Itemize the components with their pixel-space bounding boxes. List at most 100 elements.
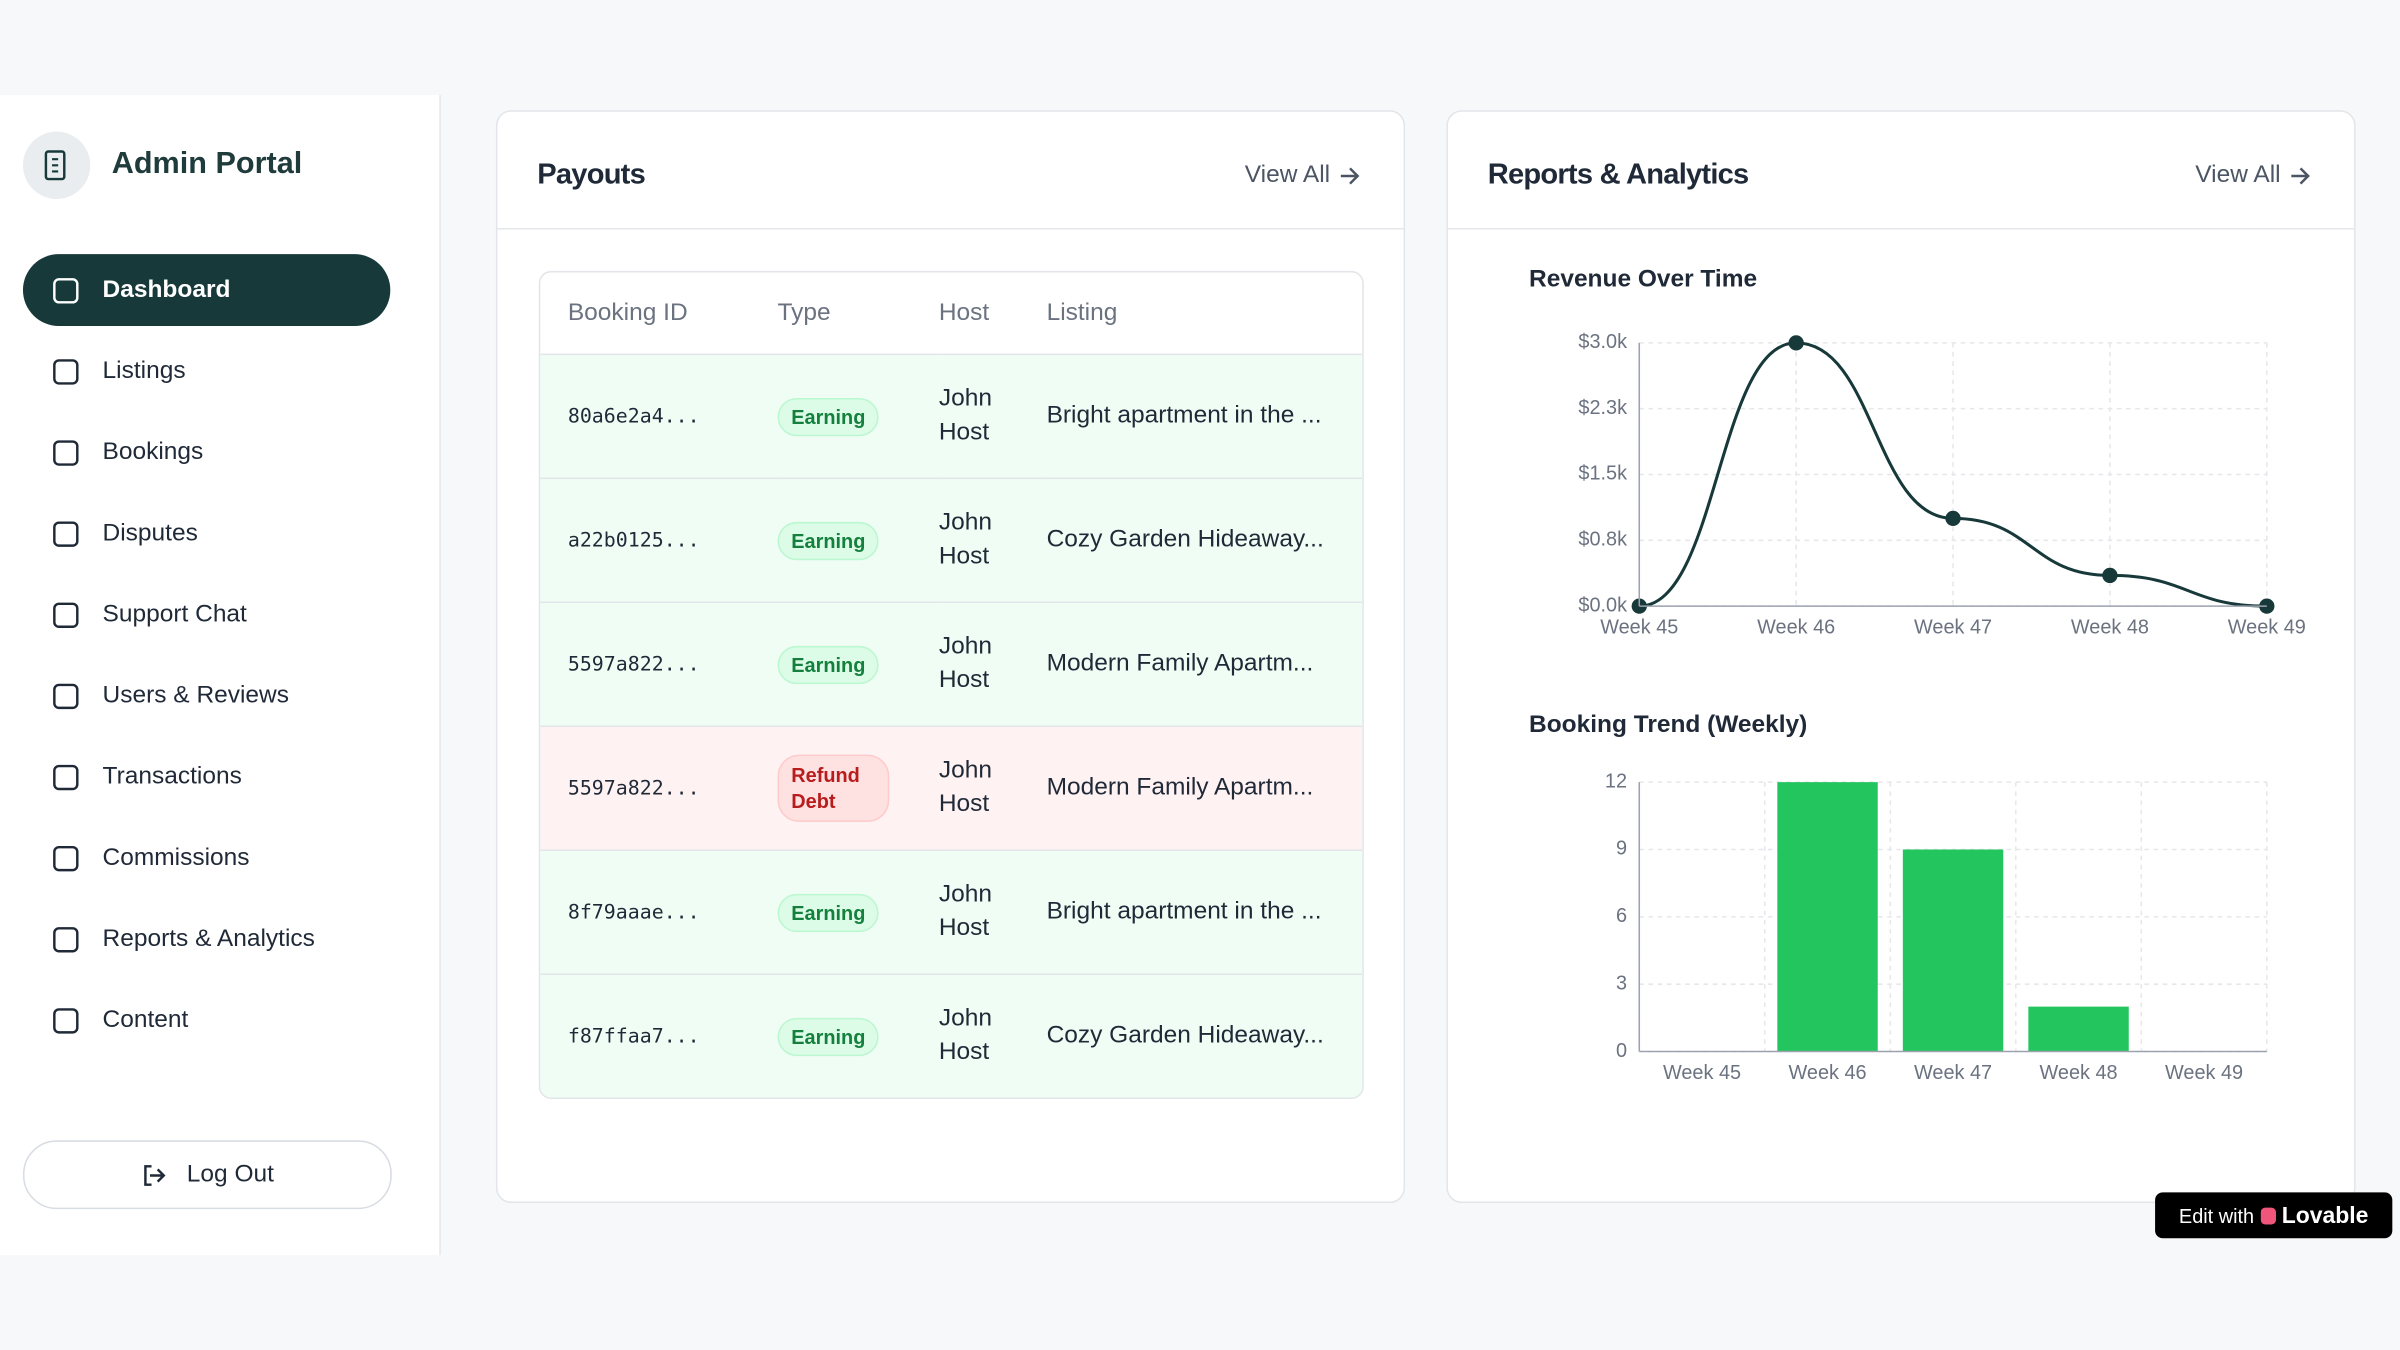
table-cell: 5597a822... <box>540 725 778 851</box>
nav-item[interactable]: Listings <box>23 335 390 407</box>
y-tick-label: 0 <box>1616 1040 1627 1062</box>
y-tick-label: $2.3k <box>1578 397 1627 419</box>
x-tick-label: Week 47 <box>1914 1062 1992 1084</box>
nav-icon <box>53 521 79 547</box>
type-pill: Refund Debt <box>777 754 890 822</box>
nav-label: Transactions <box>102 763 242 790</box>
nav-item[interactable]: Users & Reviews <box>23 660 390 732</box>
nav-icon <box>53 1008 79 1035</box>
table-row: a22b0125... Earning John Host Cozy Garden H… <box>540 477 1363 603</box>
x-tick-label: Week 46 <box>1788 1062 1866 1084</box>
brand-title: Admin Portal <box>111 146 303 181</box>
icon-shape <box>53 846 79 872</box>
table-wrap: Booking ID Type Host Listing 80a6e2a4... Earn… <box>538 270 1364 1099</box>
reports-card: Reports & Analytics View All Revenue Ove… <box>1446 110 2356 1204</box>
nav-item[interactable]: Commissions <box>23 823 390 895</box>
nav-label: Reports & Analytics <box>102 926 315 953</box>
booking-id: 8f79aaae... <box>567 901 700 925</box>
bar <box>2028 1006 2129 1052</box>
nav-item[interactable]: Transactions <box>23 742 390 814</box>
icon-shape <box>53 683 79 710</box>
type-pill: Earning <box>777 645 880 684</box>
logout-button[interactable]: Log Out <box>22 1140 392 1210</box>
table-cell: Bright apartment in the ... <box>1046 849 1363 975</box>
listing: Modern Family Apartm... <box>1046 774 1314 801</box>
badge-text: Edit with <box>2178 1203 2255 1227</box>
nav-label: Listings <box>102 357 186 384</box>
host: John Host <box>938 1005 992 1066</box>
lovable-badge[interactable]: Edit with Lovable <box>2155 1192 2393 1239</box>
logout-label: Log Out <box>186 1160 274 1187</box>
table-cell: Earning <box>777 353 939 479</box>
y-tick-label: $0.0k <box>1578 594 1627 616</box>
table-row: 80a6e2a4... Earning John Host Bright apartm… <box>540 353 1363 479</box>
chart-title: Booking Trend (Weekly) <box>1529 711 1807 738</box>
table-row: 5597a822... Refund Debt John Host Modern Fa… <box>540 725 1363 851</box>
nav-item[interactable]: Dashboard <box>22 254 391 327</box>
column-header: Type <box>777 299 831 326</box>
divider <box>497 228 1404 230</box>
x-tick-label: Week 49 <box>2228 617 2306 639</box>
table-cell: John Host <box>938 973 1047 1098</box>
payouts-card: Payouts View All Booking ID Type Host Listi… <box>495 110 1406 1204</box>
listing: Cozy Garden Hideaway... <box>1046 526 1324 553</box>
booking-id: 5597a822... <box>567 777 700 801</box>
booking-id: a22b0125... <box>567 529 700 553</box>
table-cell: Cozy Garden Hideaway... <box>1046 477 1363 603</box>
booking-id: 80a6e2a4... <box>567 405 700 429</box>
chart-title: Revenue Over Time <box>1529 266 1757 293</box>
icon-shape <box>53 1008 79 1035</box>
card-title: Payouts <box>537 159 646 192</box>
host: John Host <box>938 385 992 446</box>
nav-item[interactable]: Disputes <box>23 498 390 570</box>
nav-item[interactable]: Reports & Analytics <box>23 904 390 976</box>
header-row: Booking ID Type Host Listing <box>540 272 1362 354</box>
view-all[interactable]: View All <box>2195 162 2311 190</box>
table-cell: Modern Family Apartm... <box>1046 601 1363 727</box>
nav-item[interactable]: Support Chat <box>23 579 390 651</box>
nav-icon <box>53 358 79 385</box>
icon-shape <box>53 439 79 466</box>
x-tick-label: Week 45 <box>1663 1062 1741 1084</box>
logo-icon <box>44 150 66 181</box>
x-tick-label: Week 48 <box>2071 617 2149 639</box>
table-cell: Bright apartment in the ... <box>1046 353 1363 479</box>
logout-icon <box>144 1164 166 1186</box>
y-tick-label: 3 <box>1616 972 1627 994</box>
table-cell: 80a6e2a4... <box>540 353 778 479</box>
nav-item[interactable]: Content <box>23 986 390 1058</box>
view-all-label: View All <box>1244 162 1331 189</box>
y-tick-label: 12 <box>1605 770 1627 792</box>
view-all-label: View All <box>2195 162 2281 189</box>
nav-icon <box>53 439 79 466</box>
bar <box>1902 849 2004 1052</box>
nav-label: Commissions <box>102 845 250 872</box>
table-cell: Refund Debt <box>777 725 939 851</box>
host: John Host <box>938 757 992 818</box>
table-cell: John Host <box>938 849 1047 975</box>
y-tick-label: 9 <box>1616 838 1627 860</box>
divider <box>1447 228 2355 230</box>
y-tick-label: $1.5k <box>1578 463 1627 485</box>
icon-shape <box>53 521 79 547</box>
nav-icon <box>53 764 79 791</box>
badge-logo <box>2260 1207 2276 1225</box>
x-tick-label: Week 48 <box>2040 1062 2118 1084</box>
table-cell: John Host <box>938 353 1047 479</box>
icon-shape <box>53 764 79 791</box>
nav-label: Disputes <box>102 520 198 547</box>
nav-item[interactable]: Bookings <box>23 417 390 489</box>
booking-id: 5597a822... <box>567 653 700 677</box>
nav-icon <box>53 277 79 303</box>
view-all[interactable]: View All <box>1245 162 1361 190</box>
type-pill: Earning <box>777 1017 880 1056</box>
host: John Host <box>938 509 992 570</box>
table-row: f87ffaa7... Earning John Host Cozy Garden H… <box>540 973 1363 1098</box>
table-cell: John Host <box>938 725 1047 851</box>
nav-label: Users & Reviews <box>102 682 289 709</box>
table-cell: Earning <box>777 601 939 727</box>
x-tick-label: Week 49 <box>2165 1062 2243 1084</box>
table-row: 8f79aaae... Earning John Host Bright apartm… <box>540 849 1363 975</box>
